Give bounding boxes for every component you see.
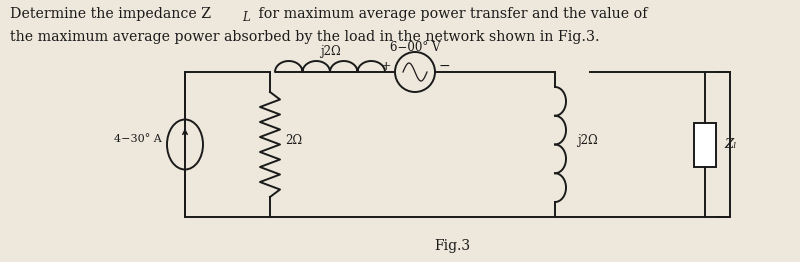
Bar [694, 123, 716, 166]
Text: 6−00° V: 6−00° V [390, 41, 440, 54]
Text: 2Ω: 2Ω [285, 134, 302, 147]
Text: j2Ω: j2Ω [577, 134, 598, 147]
Text: 4−30° A: 4−30° A [114, 134, 162, 145]
Text: −: − [439, 59, 450, 73]
Text: Determine the impedance Z: Determine the impedance Z [10, 7, 211, 21]
Text: for maximum average power transfer and the value of: for maximum average power transfer and t… [254, 7, 647, 21]
Text: Zₗ: Zₗ [724, 138, 737, 151]
Text: +: + [380, 59, 391, 73]
Text: the maximum average power absorbed by the load in the network shown in Fig.3.: the maximum average power absorbed by th… [10, 30, 600, 44]
Text: j2Ω: j2Ω [320, 45, 340, 58]
Text: Fig.3: Fig.3 [434, 239, 470, 253]
Text: L: L [242, 11, 250, 24]
